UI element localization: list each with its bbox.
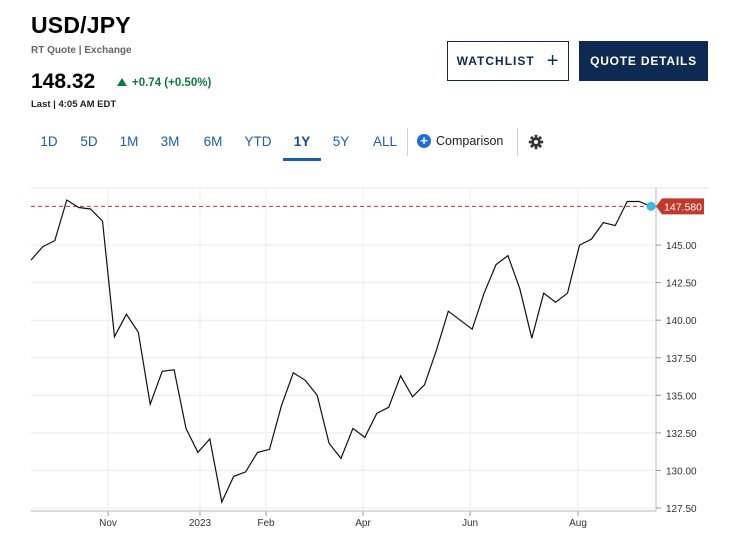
x-tick-label: Aug — [569, 518, 587, 529]
tab-5d[interactable]: 5D — [80, 134, 98, 149]
y-tick-label: 132.50 — [666, 429, 697, 440]
x-tick-label: 2023 — [189, 518, 212, 529]
add-comparison-icon: + — [417, 134, 431, 148]
tab-1m[interactable]: 1M — [119, 134, 139, 149]
tab-divider — [407, 128, 408, 156]
y-tick-label: 130.00 — [666, 466, 697, 477]
watchlist-label: WATCHLIST — [456, 54, 535, 68]
x-tick-label: Apr — [355, 518, 371, 529]
x-tick-label: Jun — [462, 518, 478, 529]
plus-icon: + — [546, 50, 560, 72]
y-tick-label: 127.50 — [666, 504, 697, 515]
current-price: 148.32 — [31, 70, 96, 93]
last-price-label: 147.580 — [664, 201, 702, 213]
comparison-button[interactable]: + Comparison — [417, 134, 503, 148]
comparison-label: Comparison — [436, 134, 504, 148]
price-line — [30, 199, 652, 504]
y-tick-label: 140.00 — [666, 316, 697, 327]
up-arrow-icon — [117, 78, 127, 86]
gear-icon[interactable] — [528, 134, 544, 150]
price-change: +0.74 (+0.50%) — [117, 77, 211, 89]
tab-1y[interactable]: 1Y — [283, 128, 321, 161]
tab-all[interactable]: ALL — [372, 134, 398, 149]
watchlist-button[interactable]: WATCHLIST + — [447, 41, 569, 81]
quote-source: RT Quote | Exchange — [31, 45, 132, 56]
quote-details-button[interactable]: QUOTE DETAILS — [579, 41, 708, 81]
tab-ytd[interactable]: YTD — [244, 134, 272, 149]
symbol-title: USD/JPY — [31, 12, 131, 38]
tab-divider — [517, 128, 518, 156]
x-tick-label: Feb — [257, 518, 275, 529]
tab-5y[interactable]: 5Y — [332, 134, 350, 149]
x-tick-label: Nov — [99, 518, 117, 529]
last-update-time: Last | 4:05 AM EDT — [31, 99, 117, 110]
y-tick-label: 142.50 — [666, 279, 697, 290]
last-point-marker — [646, 201, 656, 211]
tab-3m[interactable]: 3M — [160, 134, 180, 149]
y-tick-label: 137.50 — [666, 354, 697, 365]
last-price-badge — [656, 198, 704, 215]
tab-1d[interactable]: 1D — [40, 134, 58, 149]
y-tick-label: 145.00 — [666, 241, 697, 252]
price-change-value: +0.74 (+0.50%) — [132, 77, 212, 89]
y-tick-label: 135.00 — [666, 391, 697, 402]
tab-6m[interactable]: 6M — [203, 134, 223, 149]
